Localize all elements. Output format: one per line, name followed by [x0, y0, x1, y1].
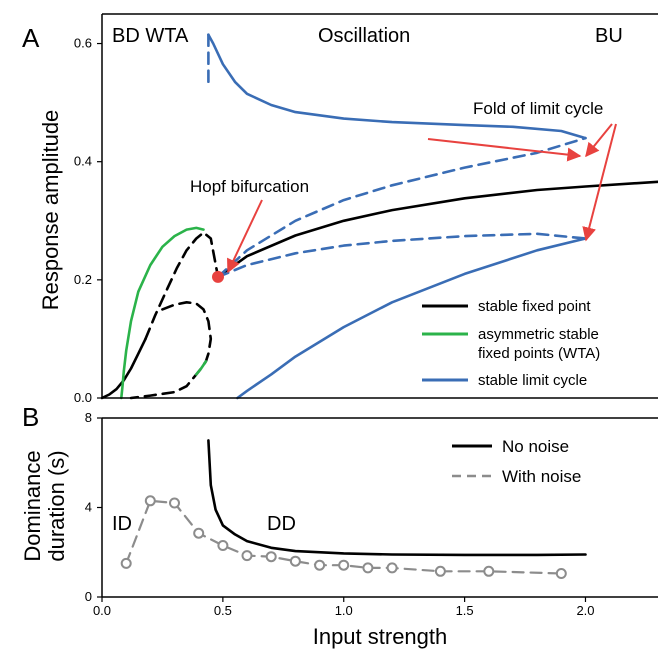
marker-with-noise — [386, 562, 398, 574]
region-label-bd-wta: BD WTA — [112, 25, 189, 47]
panel-a-plot-area — [100, 33, 658, 400]
series-limit-upper — [207, 33, 587, 140]
series-wta-lower-right — [195, 360, 208, 376]
hopf-point-marker — [212, 270, 224, 283]
series-limit-lower — [236, 237, 587, 400]
marker-with-noise — [241, 550, 253, 562]
panel-b-legend: No noise With noise — [452, 437, 581, 486]
panel-b-plot-area — [120, 439, 587, 579]
panel-a-y-axis-title: Response amplitude — [38, 110, 63, 311]
series-limit-upper-unstable — [216, 136, 587, 279]
annotation-fold-of-limit-cycle: Fold of limit cycle — [473, 99, 603, 118]
legend-label-limit-cycle: stable limit cycle — [478, 372, 587, 389]
panel-a-y-ticks: 0.0 0.2 0.4 0.6 — [74, 36, 102, 405]
panel-b-x-tick-label: 0.0 — [93, 603, 111, 618]
panel-b: B 0 4 8 0.0 0.5 1.0 1.5 2.0 Dominance duration … — [20, 402, 658, 649]
panel-b-y-tick-label: 0 — [85, 589, 92, 604]
annotation-hopf-bifurcation: Hopf bifurcation — [190, 177, 309, 196]
marker-with-noise — [120, 557, 132, 569]
fold-arrow-lower — [582, 123, 617, 242]
fold-arrow-upper — [585, 123, 613, 158]
marker-with-noise — [338, 559, 350, 571]
legend-label-no-noise: No noise — [502, 437, 569, 456]
marker-with-noise — [144, 495, 156, 507]
series-unstable-fixed-lower — [129, 300, 213, 400]
legend-label-with-noise: With noise — [502, 467, 581, 486]
panel-b-x-tick-label: 1.0 — [335, 603, 353, 618]
panel-b-y-tick-label: 4 — [85, 500, 92, 515]
panel-a: A 0.0 0.2 0.4 0.6 BD WTA Oscillation BU Res… — [22, 13, 658, 405]
series-limit-lower-unstable — [216, 232, 587, 279]
marker-with-noise — [362, 562, 374, 574]
panel-b-x-tick-label: 0.5 — [214, 603, 232, 618]
region-label-dd: DD — [267, 513, 296, 535]
panel-a-y-tick-label: 0.2 — [74, 272, 92, 287]
marker-with-noise — [193, 527, 205, 539]
hopf-arrow — [227, 199, 263, 274]
region-label-oscillation: Oscillation — [318, 25, 410, 47]
marker-with-noise — [555, 568, 567, 579]
panel-b-y-axis-title-line2: duration (s) — [44, 450, 69, 561]
marker-with-noise — [217, 540, 229, 551]
marker-with-noise — [434, 565, 446, 577]
panel-a-y-tick-label: 0.6 — [74, 36, 92, 51]
series-wta-lower — [120, 370, 126, 400]
fold-arrow-lead — [427, 138, 582, 162]
series-wta-upper — [122, 226, 205, 373]
panel-a-y-tick-label: 0.4 — [74, 154, 92, 169]
marker-with-noise — [265, 551, 277, 563]
panel-b-ticks: 0 4 8 0.0 0.5 1.0 1.5 2.0 — [85, 410, 595, 618]
panel-b-x-axis-title: Input strength — [313, 624, 448, 649]
panel-b-x-tick-label: 2.0 — [576, 603, 594, 618]
region-label-bu: BU — [595, 25, 623, 47]
panel-b-x-tick-label: 1.5 — [456, 603, 474, 618]
marker-with-noise — [483, 565, 495, 577]
series-with-noise — [125, 499, 563, 575]
marker-with-noise — [314, 559, 326, 571]
legend-label-stable: stable fixed point — [478, 298, 591, 315]
legend-label-wta-line2: fixed points (WTA) — [478, 345, 600, 362]
panel-b-y-axis-title-line1: Dominance — [20, 450, 45, 561]
marker-with-noise — [169, 497, 180, 509]
region-label-id: ID — [112, 513, 132, 535]
panel-a-y-tick-label: 0.0 — [74, 390, 92, 405]
legend-label-wta-line1: asymmetric stable — [478, 326, 599, 343]
series-stable-high — [216, 180, 658, 279]
panel-b-y-tick-label: 8 — [85, 410, 92, 425]
marker-with-noise — [289, 555, 301, 567]
panel-b-letter: B — [22, 402, 39, 432]
series-unstable-fixed-upper — [144, 231, 220, 341]
panel-a-legend: stable fixed point asymmetric stable fix… — [422, 298, 603, 389]
series-no-noise — [207, 439, 587, 557]
panel-a-letter: A — [22, 23, 40, 53]
legend-label-wta: asymmetric stable fixed points (WTA) — [478, 326, 603, 362]
